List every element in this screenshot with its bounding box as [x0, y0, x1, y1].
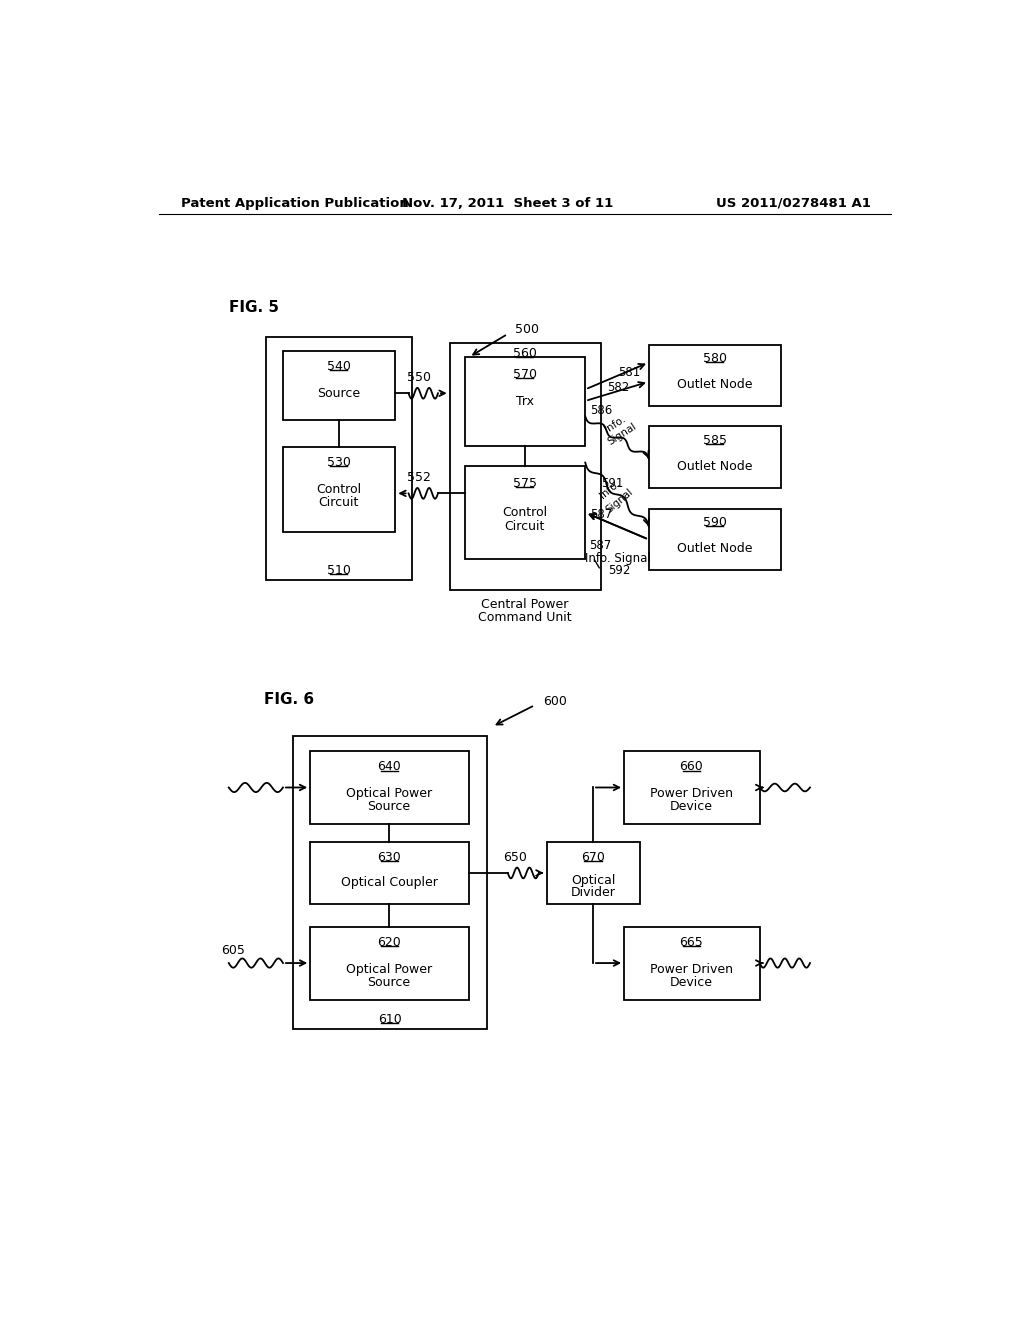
- Text: Divider: Divider: [570, 886, 615, 899]
- Text: Power Driven: Power Driven: [650, 787, 733, 800]
- Text: Outlet Node: Outlet Node: [677, 459, 753, 473]
- Bar: [649, 426, 780, 488]
- Text: Power Driven: Power Driven: [650, 962, 733, 975]
- Text: 585: 585: [702, 434, 727, 446]
- Text: US 2011/0278481 A1: US 2011/0278481 A1: [716, 197, 870, 210]
- Text: Central Power: Central Power: [481, 598, 568, 611]
- Bar: [310, 751, 469, 825]
- Text: FIG. 6: FIG. 6: [263, 692, 313, 708]
- Text: Info. Signal: Info. Signal: [586, 552, 651, 565]
- Text: 581: 581: [617, 366, 640, 379]
- Text: Source: Source: [368, 975, 411, 989]
- Text: Optical Power: Optical Power: [346, 962, 432, 975]
- Bar: [266, 337, 412, 579]
- Text: Patent Application Publication: Patent Application Publication: [180, 197, 409, 210]
- Text: Signal: Signal: [606, 421, 639, 447]
- Text: Control: Control: [502, 506, 548, 519]
- Text: 500: 500: [515, 323, 540, 335]
- Text: Circuit: Circuit: [318, 496, 359, 510]
- Text: 530: 530: [327, 455, 351, 469]
- Text: 550: 550: [408, 371, 431, 384]
- Text: 590: 590: [702, 516, 727, 529]
- Text: Device: Device: [670, 800, 713, 813]
- Text: 552: 552: [408, 471, 431, 484]
- Text: Signal: Signal: [604, 487, 635, 515]
- Text: Device: Device: [670, 975, 713, 989]
- Text: 587: 587: [590, 508, 612, 521]
- Text: 650: 650: [504, 851, 527, 865]
- Text: 575: 575: [513, 477, 537, 490]
- Bar: [293, 737, 486, 1028]
- Bar: [624, 927, 760, 1001]
- Bar: [283, 447, 395, 532]
- Bar: [649, 345, 780, 407]
- Text: 540: 540: [327, 360, 351, 372]
- Text: Outlet Node: Outlet Node: [677, 379, 753, 391]
- Bar: [465, 358, 586, 446]
- Text: 620: 620: [377, 936, 401, 949]
- Bar: [465, 466, 586, 558]
- Text: 665: 665: [680, 936, 703, 949]
- Text: 587: 587: [589, 539, 611, 552]
- Bar: [310, 842, 469, 904]
- Text: Outlet Node: Outlet Node: [677, 543, 753, 556]
- Text: Optical: Optical: [570, 874, 615, 887]
- Text: 510: 510: [327, 564, 351, 577]
- Text: 600: 600: [543, 694, 566, 708]
- Bar: [649, 508, 780, 570]
- Bar: [450, 343, 601, 590]
- Text: Source: Source: [317, 387, 360, 400]
- Text: 660: 660: [680, 760, 703, 774]
- Text: Optical Power: Optical Power: [346, 787, 432, 800]
- Text: 586: 586: [590, 404, 612, 417]
- Text: 582: 582: [607, 381, 629, 395]
- Text: FIG. 5: FIG. 5: [228, 300, 279, 314]
- Text: 670: 670: [581, 851, 605, 865]
- Text: Control: Control: [316, 483, 361, 496]
- Bar: [547, 842, 640, 904]
- Text: 570: 570: [513, 367, 537, 380]
- Text: 560: 560: [513, 347, 537, 360]
- Text: 592: 592: [608, 564, 631, 577]
- Text: Optical Coupler: Optical Coupler: [341, 875, 437, 888]
- Text: Source: Source: [368, 800, 411, 813]
- Text: 640: 640: [377, 760, 401, 774]
- Text: 591: 591: [601, 477, 624, 490]
- Text: Trx: Trx: [516, 395, 534, 408]
- Text: 610: 610: [378, 1012, 401, 1026]
- Text: 605: 605: [221, 944, 245, 957]
- Text: Command Unit: Command Unit: [478, 611, 571, 624]
- Bar: [310, 927, 469, 1001]
- Bar: [624, 751, 760, 825]
- Text: Circuit: Circuit: [505, 520, 545, 533]
- Text: Info.: Info.: [602, 413, 627, 434]
- Bar: [283, 351, 395, 420]
- Text: 630: 630: [377, 851, 401, 865]
- Text: 580: 580: [702, 352, 727, 366]
- Text: Nov. 17, 2011  Sheet 3 of 11: Nov. 17, 2011 Sheet 3 of 11: [402, 197, 613, 210]
- Text: Info.: Info.: [598, 478, 622, 500]
